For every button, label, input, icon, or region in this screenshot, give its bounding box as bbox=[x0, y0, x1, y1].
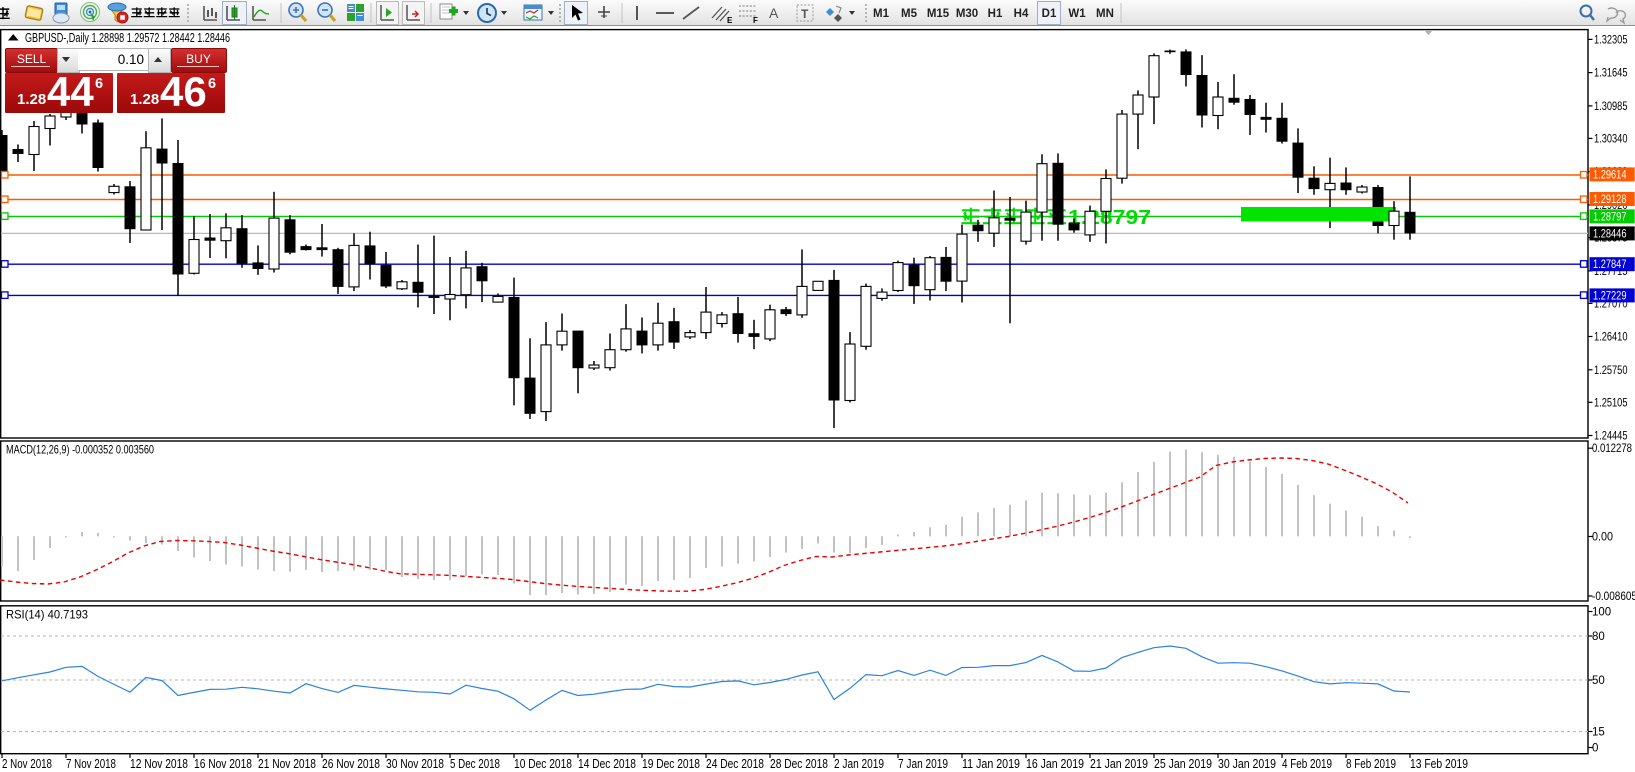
svg-text:21 Nov 2018: 21 Nov 2018 bbox=[258, 757, 316, 771]
svg-text:T: T bbox=[801, 7, 809, 21]
svg-text:H4: H4 bbox=[1014, 8, 1029, 20]
svg-text:M5: M5 bbox=[901, 8, 918, 20]
svg-text:5 Dec 2018: 5 Dec 2018 bbox=[450, 757, 500, 771]
svg-text:0: 0 bbox=[1592, 743, 1598, 755]
svg-text:2 Jan 2019: 2 Jan 2019 bbox=[834, 757, 884, 771]
svg-text:14 Dec 2018: 14 Dec 2018 bbox=[578, 757, 636, 771]
svg-text:30 Nov 2018: 30 Nov 2018 bbox=[386, 757, 444, 771]
svg-text:D1: D1 bbox=[1042, 8, 1057, 20]
svg-text:1.31645: 1.31645 bbox=[1594, 68, 1628, 80]
svg-text:11 Jan 2019: 11 Jan 2019 bbox=[962, 757, 1020, 771]
svg-text:1.24445: 1.24445 bbox=[1594, 431, 1628, 443]
svg-text:0.00: 0.00 bbox=[1592, 532, 1613, 544]
svg-text:W1: W1 bbox=[1068, 8, 1086, 20]
svg-text:25 Jan 2019: 25 Jan 2019 bbox=[1154, 757, 1212, 771]
svg-text:50: 50 bbox=[1592, 675, 1605, 687]
svg-text:1.26410: 1.26410 bbox=[1594, 332, 1628, 344]
svg-text:7 Nov 2018: 7 Nov 2018 bbox=[66, 757, 116, 771]
svg-text:1.25105: 1.25105 bbox=[1594, 397, 1628, 409]
svg-text:MACD(12,26,9) -0.000352 0.0035: MACD(12,26,9) -0.000352 0.003560 bbox=[6, 443, 154, 457]
svg-text:10 Dec 2018: 10 Dec 2018 bbox=[514, 757, 572, 771]
svg-text:24 Dec 2018: 24 Dec 2018 bbox=[706, 757, 764, 771]
svg-text:GBPUSD-,Daily 1.28898 1.29572: GBPUSD-,Daily 1.28898 1.29572 1.28442 1.… bbox=[25, 31, 230, 45]
svg-text:2 Nov 2018: 2 Nov 2018 bbox=[2, 757, 52, 771]
svg-text:12 Nov 2018: 12 Nov 2018 bbox=[130, 757, 188, 771]
svg-text:16 Jan 2019: 16 Jan 2019 bbox=[1026, 757, 1084, 771]
svg-text:1.30985: 1.30985 bbox=[1594, 101, 1628, 113]
svg-text:RSI(14) 40.7193: RSI(14) 40.7193 bbox=[6, 608, 88, 622]
svg-text:M15: M15 bbox=[927, 8, 950, 20]
svg-text:16 Nov 2018: 16 Nov 2018 bbox=[194, 757, 252, 771]
svg-text:M1: M1 bbox=[873, 8, 890, 20]
svg-text:E: E bbox=[727, 16, 733, 25]
svg-text:1.28446: 1.28446 bbox=[1593, 228, 1627, 240]
svg-text:M30: M30 bbox=[956, 8, 978, 20]
svg-text:A: A bbox=[769, 5, 779, 21]
svg-text:80: 80 bbox=[1592, 631, 1605, 643]
svg-text:21 Jan 2019: 21 Jan 2019 bbox=[1090, 757, 1148, 771]
svg-text:0.012278: 0.012278 bbox=[1592, 443, 1632, 455]
svg-text:8 Feb 2019: 8 Feb 2019 bbox=[1346, 757, 1396, 771]
svg-text:1.27847: 1.27847 bbox=[1593, 259, 1627, 271]
svg-text:1.27229: 1.27229 bbox=[1593, 290, 1627, 302]
svg-text:28 Dec 2018: 28 Dec 2018 bbox=[770, 757, 828, 771]
svg-text:30 Jan 2019: 30 Jan 2019 bbox=[1218, 757, 1276, 771]
svg-text:H1: H1 bbox=[988, 8, 1003, 20]
svg-text:26 Nov 2018: 26 Nov 2018 bbox=[322, 757, 380, 771]
svg-text:1.30340: 1.30340 bbox=[1594, 133, 1628, 145]
svg-text:100: 100 bbox=[1592, 607, 1611, 619]
svg-text:4 Feb 2019: 4 Feb 2019 bbox=[1282, 757, 1332, 771]
svg-text:1.28797: 1.28797 bbox=[1593, 211, 1627, 223]
svg-text:F: F bbox=[753, 16, 758, 25]
svg-text:MN: MN bbox=[1096, 8, 1114, 20]
svg-text:1.25750: 1.25750 bbox=[1594, 365, 1628, 377]
svg-text:-0.008605: -0.008605 bbox=[1592, 591, 1635, 603]
svg-text:19 Dec 2018: 19 Dec 2018 bbox=[642, 757, 700, 771]
svg-text:13 Feb 2019: 13 Feb 2019 bbox=[1410, 757, 1468, 771]
svg-text:1.32305: 1.32305 bbox=[1594, 34, 1628, 46]
svg-text:1.29614: 1.29614 bbox=[1593, 169, 1627, 181]
svg-text:15: 15 bbox=[1592, 727, 1605, 739]
svg-text:7 Jan 2019: 7 Jan 2019 bbox=[898, 757, 948, 771]
svg-text:1.29128: 1.29128 bbox=[1593, 194, 1627, 206]
